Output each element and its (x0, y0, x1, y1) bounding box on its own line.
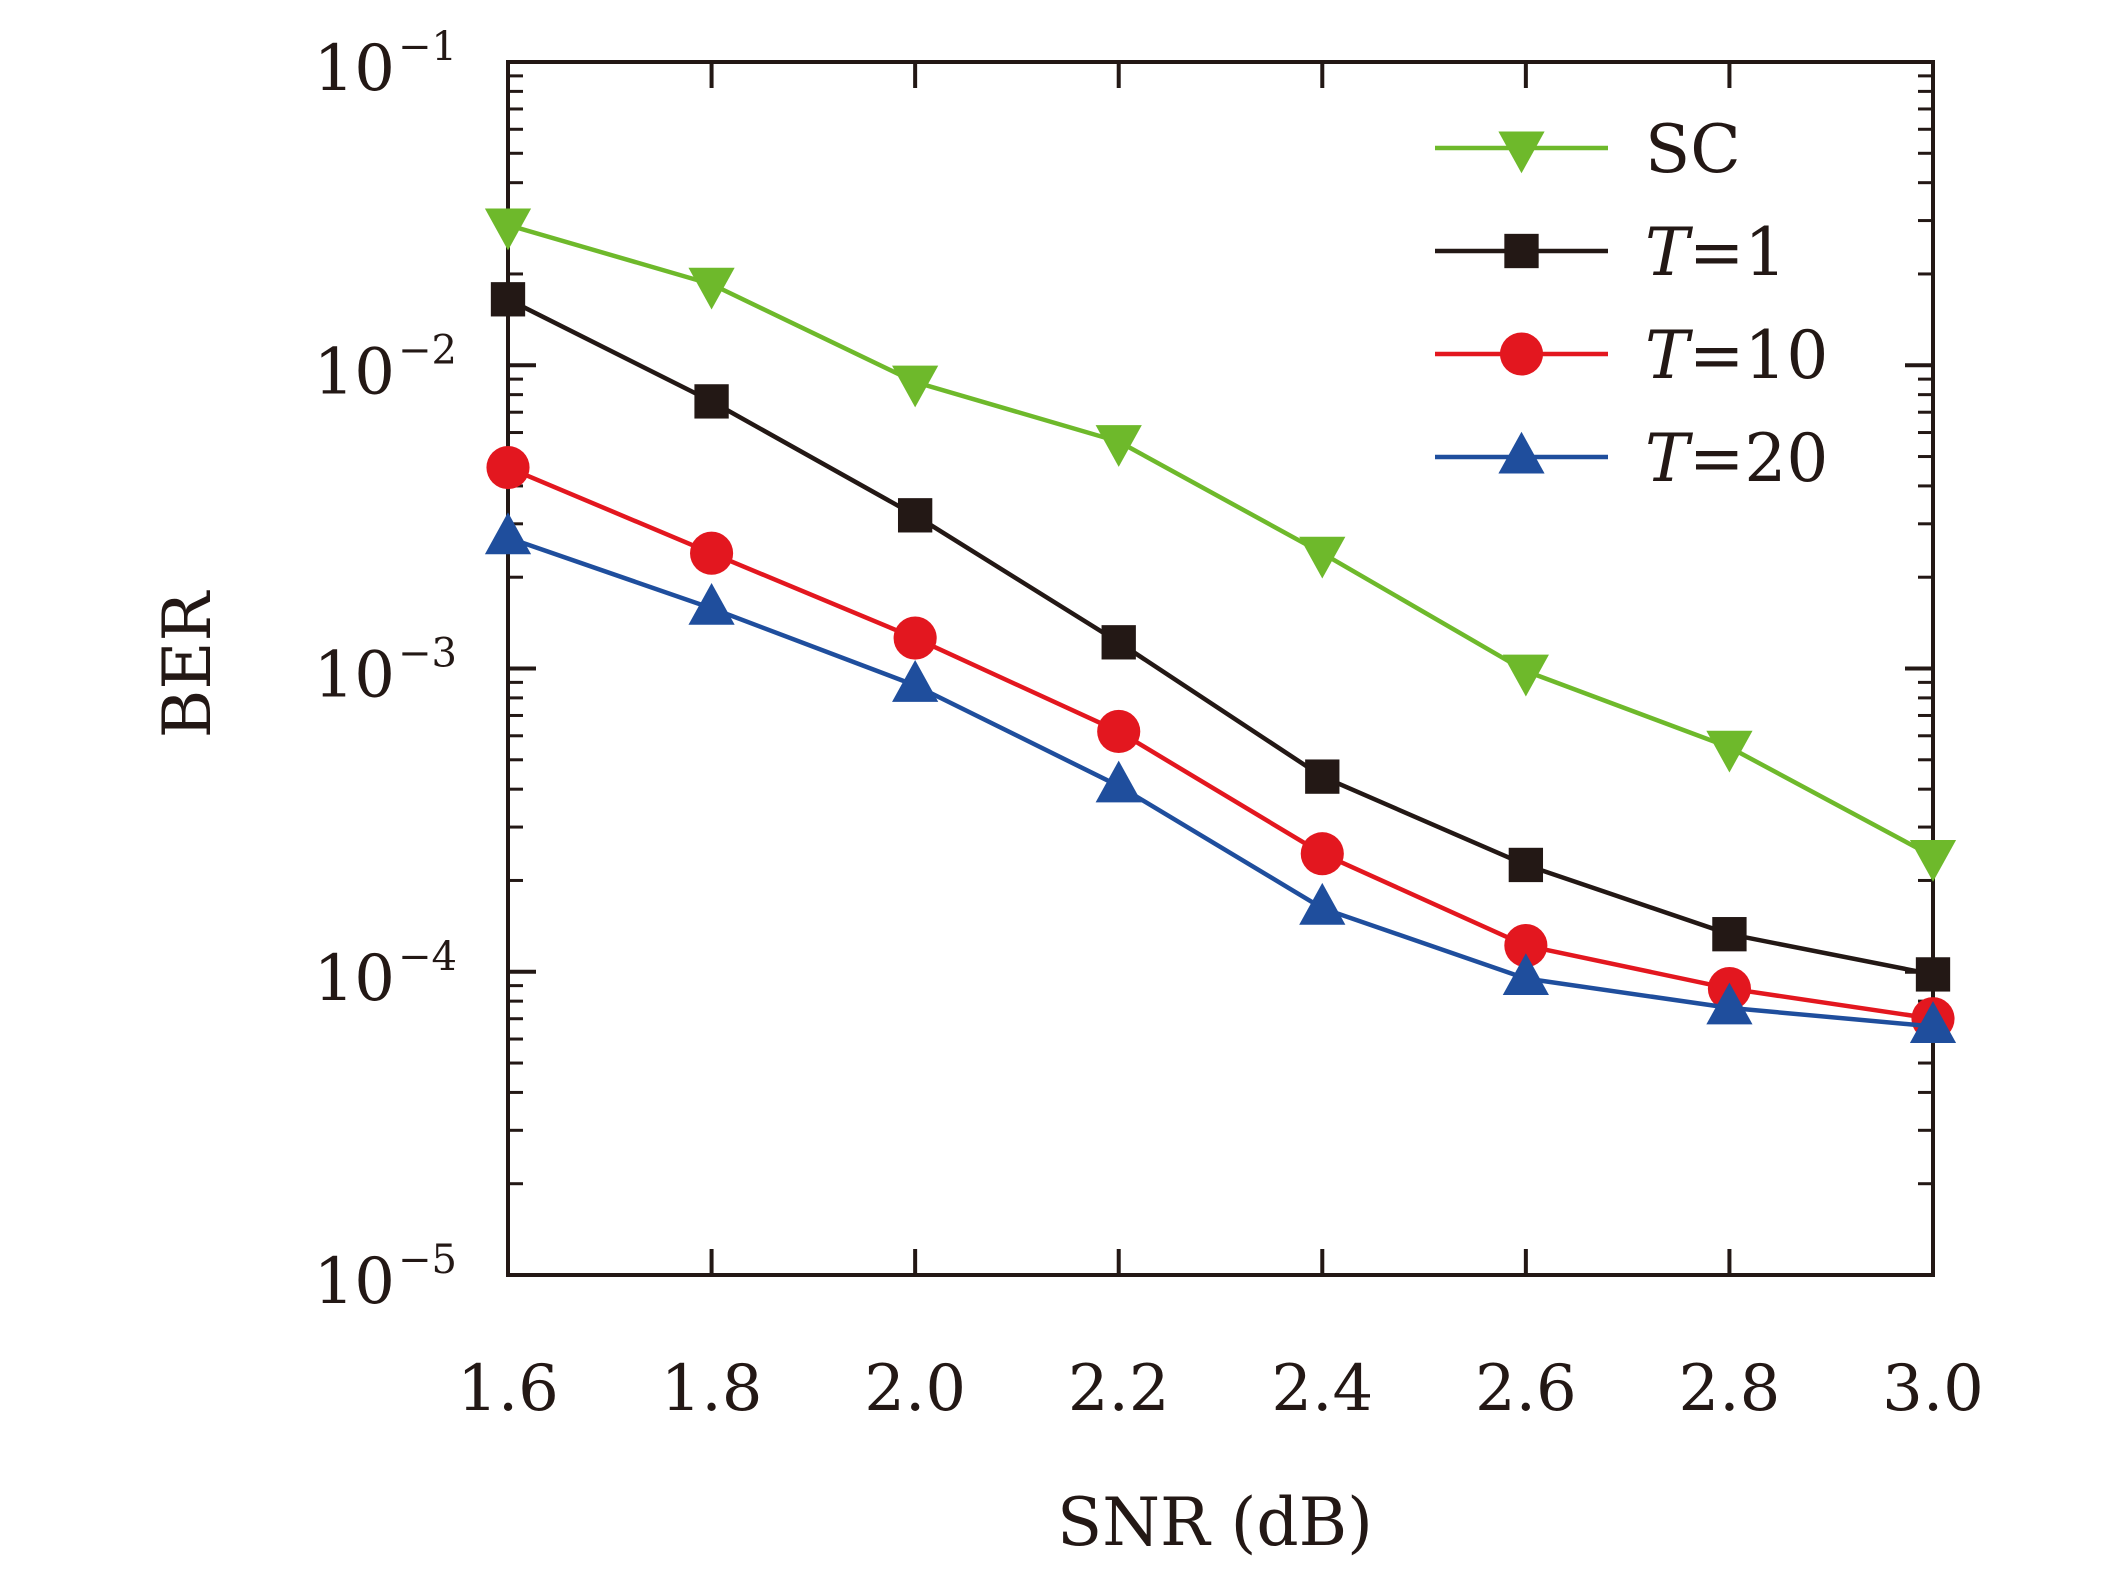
data-point (1909, 839, 1957, 882)
data-point (1095, 760, 1142, 803)
data-point (893, 616, 937, 660)
x-tick-label: 2.2 (1068, 1352, 1170, 1426)
y-tick-exponent: −4 (398, 934, 457, 980)
y-tick-label: 10 (314, 1245, 395, 1319)
data-point (694, 384, 729, 419)
legend-marker (1498, 431, 1545, 474)
data-point (690, 531, 734, 575)
x-tick-label: 3.0 (1882, 1352, 1984, 1426)
series-t-10 (486, 445, 1955, 1041)
legend-marker (1504, 233, 1539, 269)
x-axis-title: SNR (dB) (1057, 1484, 1373, 1561)
data-series (484, 208, 1957, 1043)
axis-ticks (506, 60, 1935, 1277)
y-tick-exponent: −2 (398, 327, 457, 373)
legend-label: SC (1645, 111, 1741, 188)
x-tick-label: 2.4 (1271, 1352, 1373, 1426)
x-tick-labels: 1.6 1.8 2.0 2.2 2.4 2.6 2.8 3.0 (457, 1352, 1984, 1426)
series-line (506, 297, 1934, 977)
data-point (1299, 882, 1346, 925)
data-point (1502, 953, 1549, 996)
y-tick-labels: 10−110−210−310−410−5 (314, 24, 457, 1319)
y-tick-label: 10 (314, 335, 395, 409)
y-tick-exponent: −3 (398, 631, 457, 677)
legend-entry: SC (1435, 111, 1741, 188)
data-point (1299, 536, 1346, 579)
data-point (1305, 759, 1340, 794)
legend-label: T=1 (1645, 214, 1786, 291)
data-point (1706, 730, 1753, 773)
data-point (484, 208, 532, 251)
data-point (1706, 982, 1753, 1025)
legend-label: T=20 (1645, 420, 1828, 497)
data-point (897, 498, 933, 533)
data-point (1504, 924, 1548, 968)
y-tick-exponent: −1 (398, 24, 457, 70)
data-point (1712, 917, 1747, 952)
data-point (490, 282, 526, 317)
legend: SC T=1 T=10 T=20 (1435, 111, 1828, 497)
x-tick-label: 2.0 (864, 1352, 966, 1426)
legend-label: T=10 (1645, 317, 1828, 394)
legend-entry: T=10 (1435, 317, 1828, 394)
y-tick-label: 10 (314, 32, 395, 106)
series-t-1 (490, 282, 1951, 992)
series-line (507, 535, 1934, 1029)
y-tick-label: 10 (314, 942, 395, 1016)
data-point (1300, 832, 1344, 876)
series-t-20 (484, 512, 1957, 1043)
y-tick-exponent: −5 (398, 1237, 457, 1283)
data-point (1508, 847, 1544, 883)
legend-entry: T=20 (1435, 420, 1828, 497)
data-point (486, 445, 530, 490)
legend-marker (1499, 332, 1544, 376)
data-point (1095, 425, 1142, 467)
data-point (1101, 625, 1136, 660)
x-tick-label: 1.6 (457, 1352, 559, 1426)
data-point (1909, 1001, 1957, 1043)
x-tick-label: 2.6 (1475, 1352, 1577, 1426)
data-point (1502, 654, 1549, 697)
data-point (688, 267, 735, 310)
series-line (507, 465, 1934, 1021)
series-sc (484, 208, 1957, 882)
y-axis-title: BER (149, 590, 226, 739)
data-point (1915, 957, 1951, 992)
data-point (688, 582, 735, 625)
series-line (507, 222, 1935, 859)
x-tick-label: 2.8 (1679, 1352, 1781, 1426)
x-tick-label: 1.8 (661, 1352, 763, 1426)
y-tick-label: 10 (314, 639, 395, 713)
data-point (892, 660, 939, 702)
data-point (892, 365, 939, 408)
data-point (1097, 709, 1141, 754)
legend-marker (1498, 131, 1545, 174)
legend-entry: T=1 (1435, 214, 1786, 291)
data-point (484, 512, 532, 555)
